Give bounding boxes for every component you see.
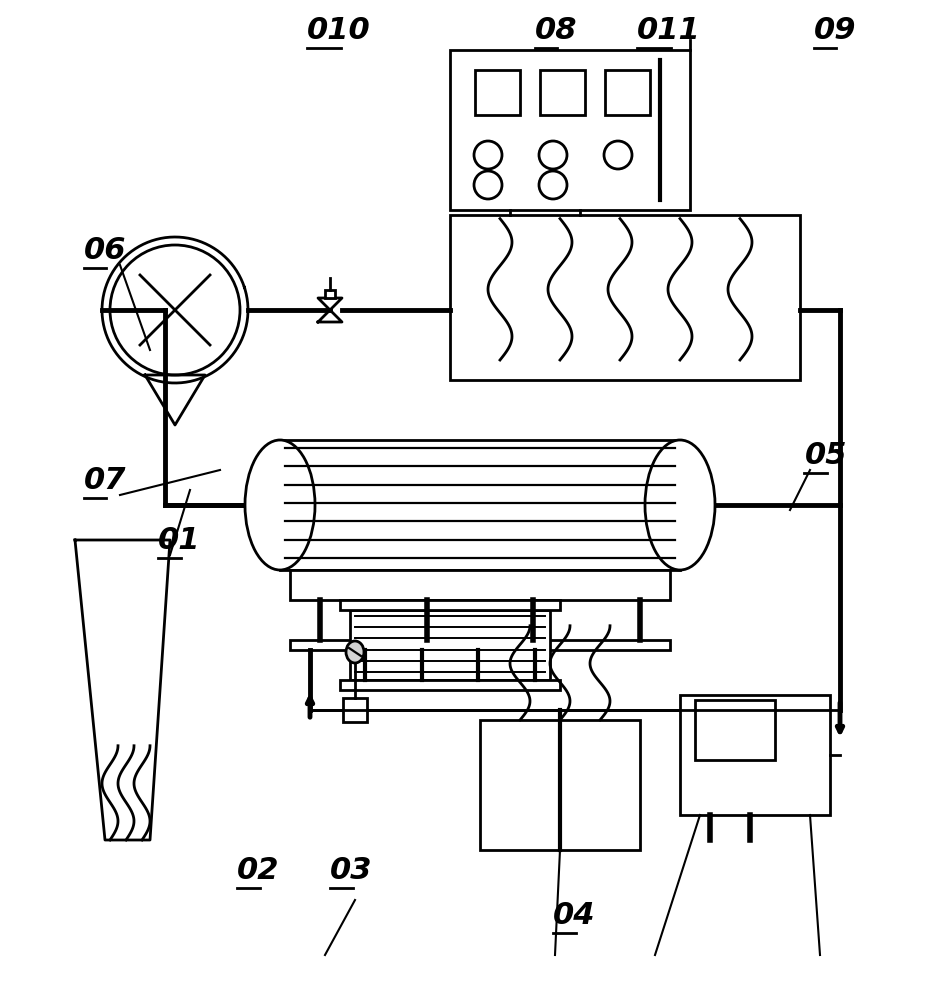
Bar <box>325 290 335 298</box>
Text: 01: 01 <box>158 526 201 555</box>
Polygon shape <box>75 540 170 840</box>
Ellipse shape <box>245 440 315 570</box>
Text: 02: 02 <box>237 856 280 885</box>
Text: 011: 011 <box>637 16 701 45</box>
Ellipse shape <box>346 641 364 663</box>
FancyBboxPatch shape <box>343 698 367 722</box>
FancyBboxPatch shape <box>280 440 680 570</box>
Text: 08: 08 <box>535 16 578 45</box>
FancyBboxPatch shape <box>450 50 690 210</box>
FancyBboxPatch shape <box>340 600 560 610</box>
Ellipse shape <box>645 440 715 570</box>
Text: 04: 04 <box>553 901 596 930</box>
Text: 05: 05 <box>804 441 847 470</box>
FancyBboxPatch shape <box>475 70 520 115</box>
Text: 07: 07 <box>84 466 126 495</box>
FancyBboxPatch shape <box>450 215 800 380</box>
FancyBboxPatch shape <box>540 70 585 115</box>
Text: 010: 010 <box>307 16 371 45</box>
FancyBboxPatch shape <box>350 610 550 680</box>
FancyBboxPatch shape <box>290 640 670 650</box>
Text: 03: 03 <box>330 856 373 885</box>
FancyBboxPatch shape <box>290 570 670 600</box>
Text: 09: 09 <box>814 16 857 45</box>
FancyBboxPatch shape <box>340 680 560 690</box>
FancyBboxPatch shape <box>695 700 775 760</box>
FancyBboxPatch shape <box>480 720 640 850</box>
FancyBboxPatch shape <box>680 695 830 815</box>
Text: 06: 06 <box>84 236 126 265</box>
FancyBboxPatch shape <box>605 70 650 115</box>
